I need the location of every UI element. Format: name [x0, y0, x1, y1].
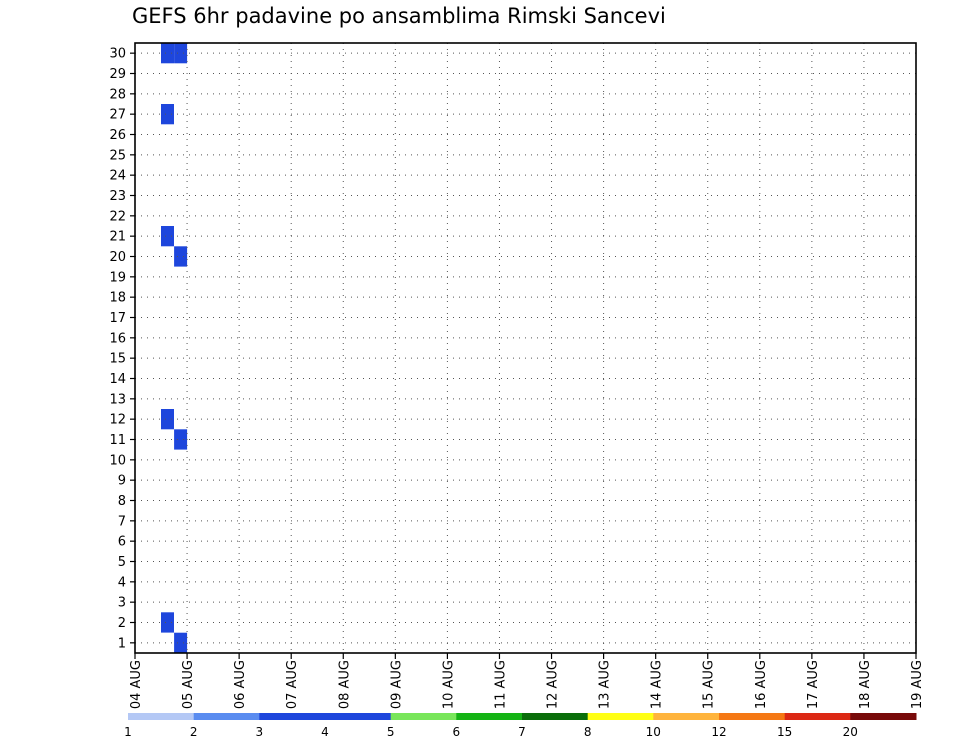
y-tick-label: 30	[109, 47, 126, 62]
x-tick-label: 06 AUG	[233, 660, 248, 709]
heatmap-cell	[161, 43, 174, 64]
colorbar-swatch	[390, 713, 457, 720]
x-tick-label: 11 AUG	[493, 660, 508, 709]
grid-lines	[135, 43, 917, 653]
y-tick-label: 11	[109, 433, 126, 448]
x-tick-label: 19 AUG	[910, 660, 925, 709]
y-tick-label: 3	[118, 596, 126, 611]
colorbar-swatch	[587, 713, 654, 720]
y-tick-label: 10	[109, 453, 126, 468]
colorbar-label: 3	[255, 725, 263, 739]
x-tick-label: 13 AUG	[598, 660, 613, 709]
x-tick-label: 17 AUG	[806, 660, 821, 709]
heatmap-cell	[161, 612, 174, 633]
y-tick-label: 18	[109, 291, 126, 306]
x-tick-label: 08 AUG	[337, 660, 352, 709]
y-axis: 1234567891011121314151617181920212223242…	[109, 47, 135, 651]
y-tick-label: 22	[109, 209, 126, 224]
x-tick-label: 04 AUG	[129, 660, 144, 709]
y-tick-label: 23	[109, 189, 126, 204]
x-tick-label: 05 AUG	[181, 660, 196, 709]
y-tick-label: 27	[109, 108, 126, 123]
y-tick-label: 24	[109, 169, 126, 184]
heatmap-cell	[174, 632, 188, 653]
y-tick-label: 4	[118, 575, 126, 590]
x-tick-label: 16 AUG	[754, 660, 769, 709]
y-tick-label: 17	[109, 311, 126, 326]
colorbar-label: 7	[518, 725, 526, 739]
y-tick-label: 13	[109, 392, 126, 407]
colorbar-swatch	[719, 713, 786, 720]
heatmap-cell	[174, 43, 188, 64]
x-tick-label: 09 AUG	[389, 660, 404, 709]
x-tick-label: 15 AUG	[702, 660, 717, 709]
colorbar-swatch	[456, 713, 523, 720]
y-tick-label: 20	[109, 250, 126, 265]
y-tick-label: 29	[109, 67, 126, 82]
colorbar-swatch	[325, 713, 392, 720]
x-tick-label: 18 AUG	[858, 660, 873, 709]
y-tick-label: 28	[109, 87, 126, 102]
y-tick-label: 25	[109, 148, 126, 163]
colorbar-label: 12	[711, 725, 726, 739]
y-tick-label: 15	[109, 352, 126, 367]
colorbar-label: 6	[452, 725, 460, 739]
y-tick-label: 16	[109, 331, 126, 346]
x-tick-label: 12 AUG	[546, 660, 561, 709]
y-tick-label: 26	[109, 128, 126, 143]
heatmap-cell	[161, 226, 174, 247]
colorbar-swatch	[259, 713, 326, 720]
colorbar-label: 2	[190, 725, 198, 739]
x-tick-label: 14 AUG	[650, 660, 665, 709]
colorbar-swatch	[653, 713, 720, 720]
x-tick-label: 10 AUG	[441, 660, 456, 709]
y-tick-label: 14	[109, 372, 126, 387]
y-tick-label: 7	[118, 514, 126, 529]
colorbar-legend: 1 2 3 4 5 6 7 8 10 12 15 20	[124, 713, 917, 739]
colorbar-swatch	[784, 713, 851, 720]
heatmap-cell	[161, 409, 174, 430]
x-tick-label: 07 AUG	[285, 660, 300, 709]
heatmap-cell	[174, 429, 188, 450]
y-tick-label: 9	[118, 474, 126, 489]
y-tick-label: 1	[118, 636, 126, 651]
y-tick-label: 5	[118, 555, 126, 570]
y-tick-label: 2	[118, 616, 126, 631]
chart-title: GEFS 6hr padavine po ansamblima Rimski S…	[132, 4, 666, 28]
heatmap-cells	[161, 43, 188, 653]
colorbar-label: 5	[387, 725, 395, 739]
y-tick-label: 21	[109, 230, 126, 245]
y-tick-label: 6	[118, 535, 126, 550]
heatmap-cell	[161, 104, 174, 125]
heatmap-cell	[174, 246, 188, 267]
colorbar-label: 15	[777, 725, 792, 739]
x-axis: 04 AUG 05 AUG 06 AUG 07 AUG 08 AUG 09 AUG 10 A…	[129, 653, 925, 709]
y-tick-label: 19	[109, 270, 126, 285]
y-tick-label: 12	[109, 413, 126, 428]
colorbar-label: 8	[584, 725, 592, 739]
colorbar-swatch	[522, 713, 589, 720]
colorbar-swatch	[128, 713, 195, 720]
plot-frame	[134, 42, 917, 654]
colorbar-swatch	[193, 713, 260, 720]
colorbar-label: 4	[321, 725, 329, 739]
y-tick-label: 8	[118, 494, 126, 509]
colorbar-label: 1	[124, 725, 132, 739]
colorbar-swatch	[850, 713, 917, 720]
colorbar-label: 10	[646, 725, 661, 739]
colorbar-label: 20	[843, 725, 858, 739]
